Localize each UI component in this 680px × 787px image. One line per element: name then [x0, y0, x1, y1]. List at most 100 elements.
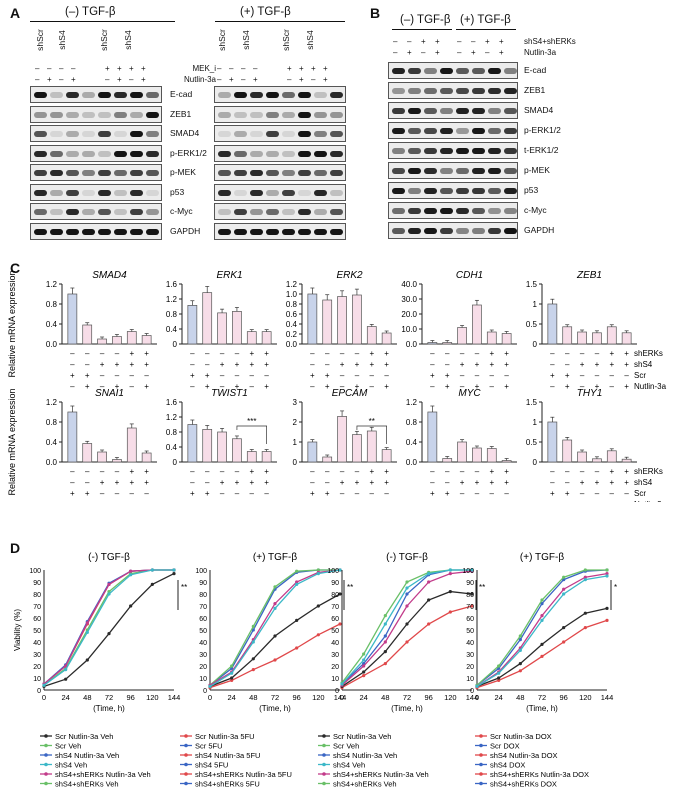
band — [424, 168, 437, 174]
sign: + — [384, 478, 389, 487]
band — [66, 170, 79, 176]
legend-marker — [44, 753, 48, 757]
blot-strip — [214, 105, 346, 123]
y-tick-label: 0 — [203, 688, 207, 695]
blot-label: E-cad — [524, 65, 547, 75]
legend-marker — [44, 743, 48, 748]
band — [440, 68, 453, 74]
legend-marker — [184, 734, 188, 738]
panel-a-group-right: (+) TGF-β — [240, 6, 291, 18]
treatment-sign: + — [485, 37, 490, 46]
band — [218, 92, 231, 98]
sign: + — [249, 349, 254, 358]
band — [130, 131, 143, 137]
treatment-sign: + — [299, 75, 304, 84]
sign: + — [565, 500, 570, 502]
y-tick-label: 70 — [466, 604, 474, 611]
chart-title: EPCAM — [332, 388, 368, 399]
sign: + — [340, 360, 345, 369]
data-point — [273, 602, 277, 606]
x-tick-label: 120 — [579, 693, 592, 702]
x-axis-label: (Time, h) — [259, 704, 291, 713]
data-point — [427, 572, 431, 576]
y-tick-label: 0.4 — [166, 325, 178, 334]
sign: + — [310, 371, 315, 380]
y-tick-label: 30 — [199, 652, 207, 659]
sign: – — [550, 478, 555, 487]
lane-label: shS4 — [305, 30, 315, 50]
treatment-sign: + — [253, 75, 258, 84]
legend-marker — [44, 781, 48, 786]
band — [392, 188, 405, 194]
y-tick-label: 0.0 — [46, 458, 58, 467]
sign: – — [340, 382, 345, 391]
sign: + — [624, 382, 629, 391]
bar — [427, 342, 438, 345]
band — [314, 111, 327, 118]
x-tick-label: 120 — [146, 693, 159, 702]
band — [392, 128, 405, 134]
sign: – — [460, 382, 465, 391]
sign: + — [595, 478, 600, 487]
blot-strip — [214, 203, 346, 220]
band — [440, 148, 453, 154]
sign: + — [384, 349, 389, 358]
band — [472, 68, 485, 74]
bar — [261, 451, 272, 463]
blot-label: SMAD4 — [524, 105, 554, 115]
band — [330, 111, 343, 118]
sign: – — [235, 349, 240, 358]
band — [34, 111, 47, 118]
data-point — [64, 668, 68, 672]
band — [66, 150, 79, 157]
band — [472, 128, 485, 134]
band — [282, 170, 295, 176]
x-tick-label: 24 — [494, 693, 502, 702]
sign: – — [550, 467, 555, 476]
data-point — [518, 638, 522, 642]
sign: – — [430, 500, 435, 502]
band — [234, 111, 247, 118]
sign: + — [609, 467, 614, 476]
band — [456, 128, 469, 134]
treatment-sign: + — [323, 64, 328, 73]
sign: – — [115, 489, 120, 498]
bar — [217, 431, 227, 463]
sign: – — [460, 489, 465, 498]
bar — [246, 451, 257, 463]
data-point — [129, 573, 133, 577]
sign: – — [384, 489, 389, 498]
y-tick-label: 40 — [199, 640, 207, 647]
band — [114, 131, 127, 137]
sign: + — [310, 489, 315, 498]
band — [98, 111, 111, 118]
sign: – — [624, 371, 629, 380]
sign: – — [580, 371, 585, 380]
sign: + — [475, 478, 480, 487]
sign: + — [144, 500, 149, 502]
blot-label: p53 — [170, 186, 185, 197]
sign: + — [129, 360, 134, 369]
bar — [307, 441, 318, 463]
data-point — [583, 611, 587, 615]
sign: – — [220, 371, 225, 380]
data-point — [129, 569, 133, 573]
y-tick-label: 40.0 — [401, 280, 417, 289]
legend-label: Scr Nutlin-3a Veh — [333, 732, 391, 741]
band — [408, 228, 421, 234]
sign: – — [85, 360, 90, 369]
sign: + — [144, 478, 149, 487]
treatment-sign: – — [241, 64, 246, 73]
sign: – — [190, 349, 195, 358]
treatment-row-label: Nutlin-3a — [524, 48, 557, 57]
chart-title: THY1 — [577, 388, 603, 399]
sign: – — [70, 349, 75, 358]
legend-marker — [44, 762, 48, 767]
data-point — [448, 568, 452, 572]
bar — [562, 439, 573, 463]
series-line — [341, 605, 473, 689]
x-tick-label: 48 — [249, 693, 257, 702]
significance-label: * — [614, 583, 617, 592]
data-point — [405, 604, 409, 608]
band — [218, 228, 231, 235]
